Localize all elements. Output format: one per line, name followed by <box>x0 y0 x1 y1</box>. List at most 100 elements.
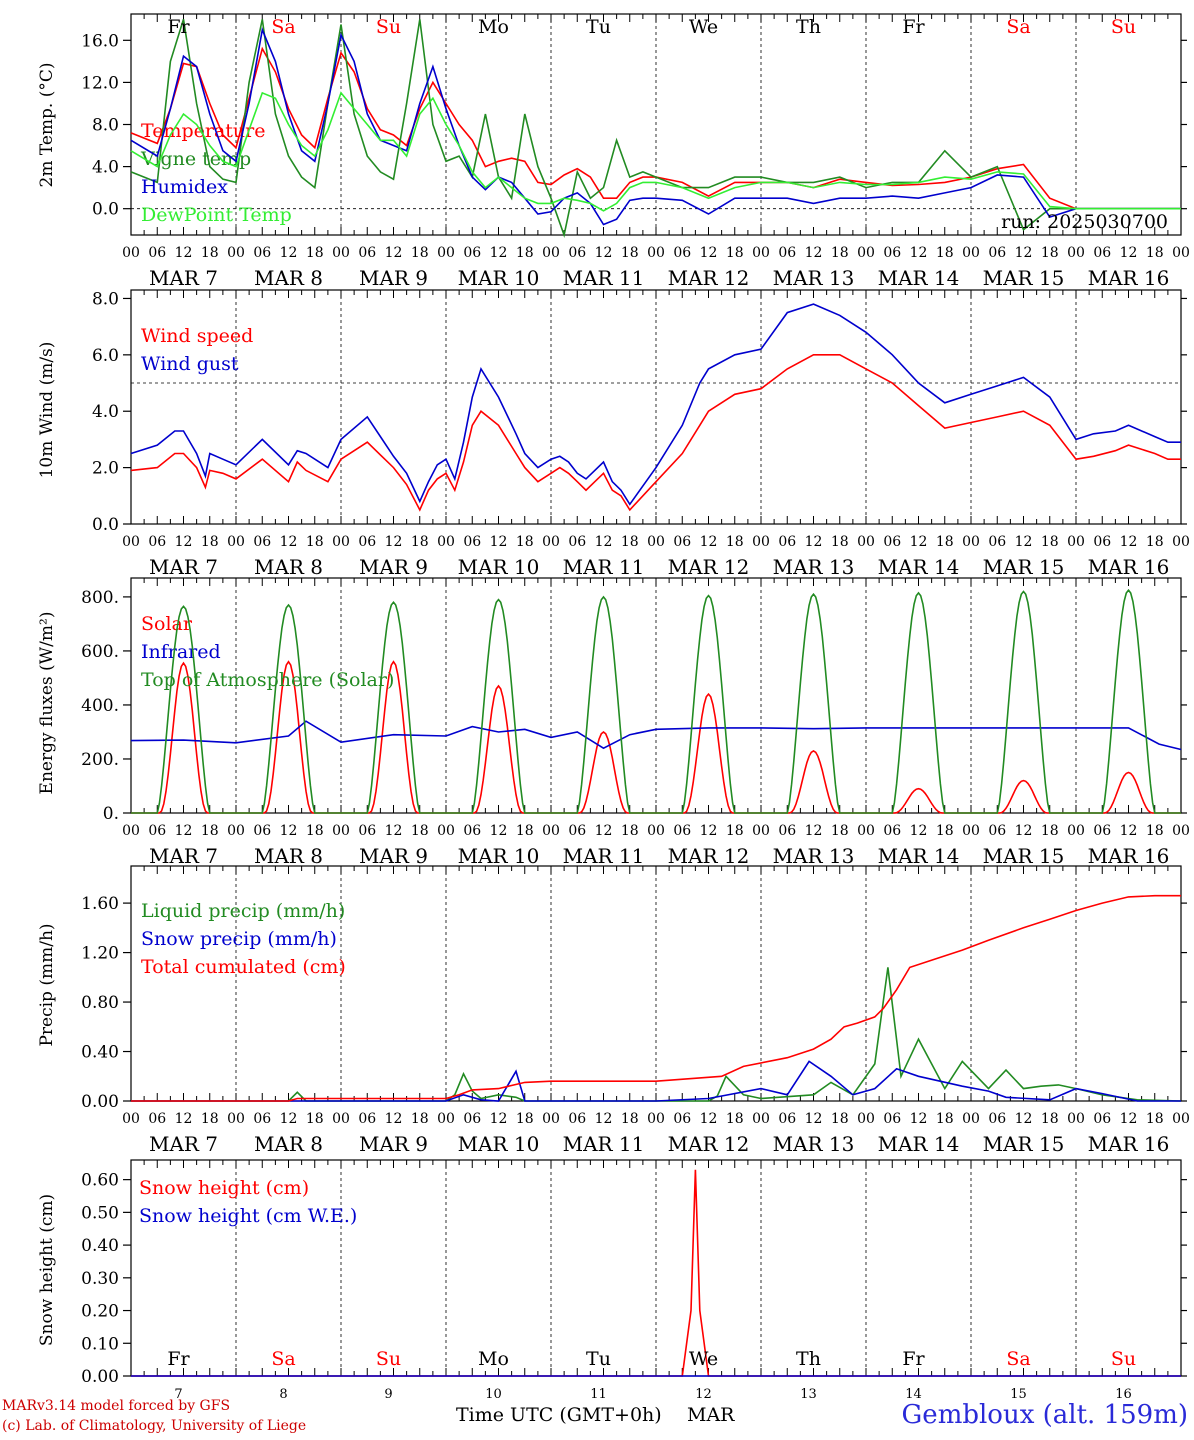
hour-label: 18 <box>936 1111 954 1127</box>
hour-label: 00 <box>122 534 140 550</box>
hour-label: 00 <box>332 245 350 261</box>
time-axis-title: Time UTC (GMT+0h) <box>456 1404 662 1426</box>
hour-label: 00 <box>752 1111 770 1127</box>
y-axis-title: Precip (mm/h) <box>37 923 57 1046</box>
hour-label: 12 <box>805 823 823 839</box>
y-tick-label: 0.00 <box>81 1092 119 1112</box>
hour-label: 18 <box>411 534 429 550</box>
weekday-label: Sa <box>271 1348 295 1370</box>
hour-label: 18 <box>516 245 534 261</box>
date-label: MAR 8 <box>254 844 323 868</box>
hour-label: 06 <box>463 823 481 839</box>
hour-label: 12 <box>595 245 613 261</box>
y-tick-label: 800. <box>81 588 119 608</box>
hour-label: 00 <box>227 1111 245 1127</box>
hour-label: 18 <box>306 534 324 550</box>
hour-label: 18 <box>621 1111 639 1127</box>
run-note: run: 2025030700 <box>1001 211 1168 233</box>
hour-label: 06 <box>463 534 481 550</box>
series-line-top-of-atmosphere-solar- <box>131 588 1181 814</box>
date-label: MAR 13 <box>773 844 855 868</box>
series-line-temperature <box>130 46 1181 210</box>
y-tick-label: 16.0 <box>81 31 119 51</box>
y-tick-label: 0.30 <box>81 1269 119 1289</box>
hour-label: 06 <box>253 1111 271 1127</box>
hour-label: 00 <box>1067 245 1085 261</box>
y-tick-label: 12.0 <box>81 73 119 93</box>
date-label: MAR 10 <box>458 266 540 290</box>
y-tick-label: 400. <box>81 696 119 716</box>
weekday-label: Fr <box>167 16 190 38</box>
date-label: MAR 15 <box>983 1132 1065 1156</box>
hour-label: 00 <box>542 534 560 550</box>
date-label: MAR 11 <box>563 266 645 290</box>
model-credit: MARv3.14 model forced by GFS <box>2 1398 231 1414</box>
hour-label: 06 <box>1093 245 1111 261</box>
hour-label: 12 <box>490 823 508 839</box>
hour-label: 18 <box>201 534 219 550</box>
date-label: MAR 10 <box>458 555 540 579</box>
hour-label: 06 <box>148 823 166 839</box>
date-label: MAR 8 <box>254 555 323 579</box>
date-label: MAR 13 <box>773 555 855 579</box>
date-label: MAR 9 <box>359 1132 428 1156</box>
hour-label: 00 <box>227 534 245 550</box>
date-label: MAR 14 <box>878 266 960 290</box>
hour-label: 12 <box>1015 534 1033 550</box>
hour-label: 12 <box>910 823 928 839</box>
weekday-label: Su <box>1111 16 1136 38</box>
hour-label: 00 <box>857 534 875 550</box>
hour-label: 12 <box>700 1111 718 1127</box>
hour-label: 12 <box>595 534 613 550</box>
hour-label: 00 <box>857 1111 875 1127</box>
weekday-label: Sa <box>271 16 295 38</box>
hour-label: 18 <box>1041 1111 1059 1127</box>
hour-label: 00 <box>962 534 980 550</box>
hour-label: 00 <box>122 1111 140 1127</box>
hour-label: 18 <box>831 245 849 261</box>
hour-label: 12 <box>1120 534 1138 550</box>
hour-label: 00 <box>1172 823 1190 839</box>
hour-label: 06 <box>778 534 796 550</box>
y-tick-label: 0.40 <box>81 1236 119 1256</box>
hour-label: 06 <box>463 245 481 261</box>
hour-label: 00 <box>752 245 770 261</box>
station-label: Gembloux (alt. 159m) <box>901 1400 1188 1430</box>
date-label: MAR 7 <box>149 266 218 290</box>
date-label: MAR 9 <box>359 266 428 290</box>
hour-label: 12 <box>1120 245 1138 261</box>
legend-entry: Total cumulated (cm) <box>141 956 346 978</box>
hour-label: 12 <box>280 1111 298 1127</box>
day-number: 7 <box>174 1387 182 1402</box>
hour-label: 06 <box>883 534 901 550</box>
hour-label: 12 <box>385 823 403 839</box>
weekday-label: Fr <box>167 1348 190 1370</box>
legend-entry: Wind speed <box>141 325 253 347</box>
weekday-label: Th <box>796 1348 821 1370</box>
y-tick-label: 0.0 <box>92 200 119 220</box>
hour-label: 18 <box>516 1111 534 1127</box>
hour-label: 00 <box>122 245 140 261</box>
weekday-label: Su <box>376 1348 401 1370</box>
hour-label: 12 <box>595 1111 613 1127</box>
hour-label: 18 <box>726 534 744 550</box>
time-axis-month: MAR <box>687 1404 735 1426</box>
legend-entry: Snow height (cm) <box>139 1177 309 1199</box>
hour-label: 12 <box>280 534 298 550</box>
hour-label: 00 <box>1067 534 1085 550</box>
hour-label: 06 <box>778 823 796 839</box>
hour-label: 06 <box>568 823 586 839</box>
hour-label: 18 <box>411 245 429 261</box>
legend-entry: Solar <box>141 613 193 635</box>
series-line-humidex <box>130 26 1181 226</box>
hour-label: 12 <box>490 1111 508 1127</box>
weekday-label: Tu <box>586 1348 611 1370</box>
hour-label: 06 <box>463 1111 481 1127</box>
hour-label: 06 <box>253 245 271 261</box>
hour-label: 00 <box>857 245 875 261</box>
date-label: MAR 15 <box>983 844 1065 868</box>
hour-label: 06 <box>988 245 1006 261</box>
hour-label: 12 <box>385 1111 403 1127</box>
weekday-label: Fr <box>902 16 925 38</box>
series-line-wind-gust <box>130 303 1181 506</box>
